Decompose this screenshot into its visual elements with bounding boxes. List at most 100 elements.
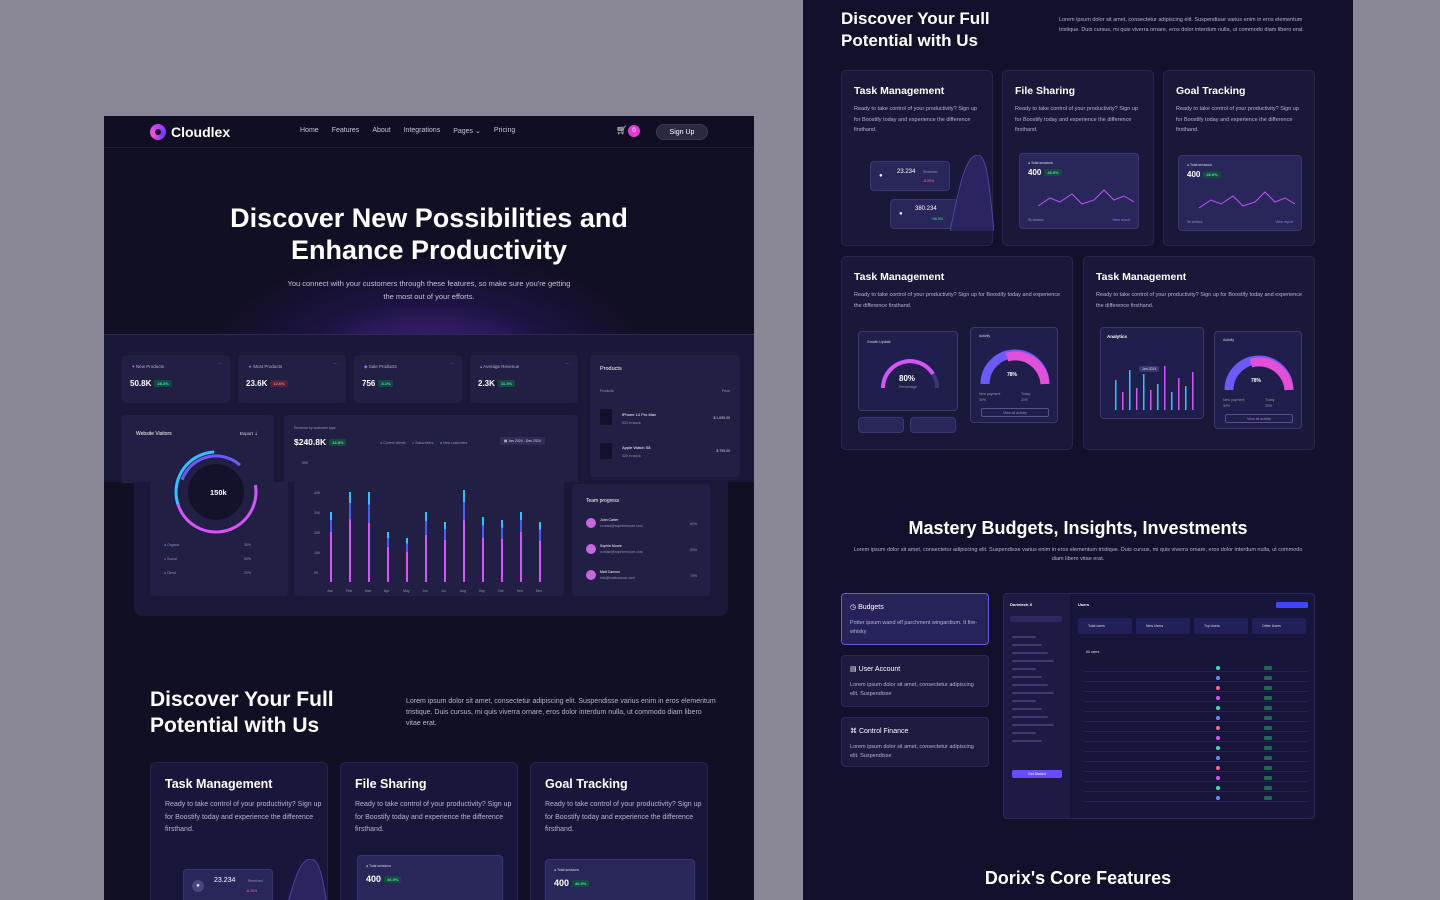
revenue-bar: [520, 512, 522, 582]
table-row[interactable]: [1084, 674, 1308, 682]
view-activity-button[interactable]: View all activity: [1225, 414, 1293, 423]
status-dot: [1216, 706, 1220, 710]
budget-item-account[interactable]: ▤ User Account Lorem ipsum dolor sit ame…: [841, 655, 989, 707]
status-badge: [1264, 686, 1272, 690]
stat-card: ★ Most Products ··· 23.6K 12.6%: [238, 355, 346, 403]
feature-card-goal: Goal Tracking Ready to take control of y…: [1163, 70, 1315, 246]
stat-label-text: Average Revenue: [483, 364, 520, 369]
more-icon[interactable]: ···: [333, 361, 339, 366]
table-row[interactable]: [1084, 714, 1308, 722]
table-row[interactable]: [1084, 774, 1308, 782]
sessions-value: 400 46.9%: [1028, 168, 1062, 177]
sidebar-item[interactable]: [1012, 644, 1042, 646]
table-row[interactable]: [1084, 794, 1308, 802]
view-report-link[interactable]: View report: [1112, 218, 1130, 222]
table-row[interactable]: [1084, 684, 1308, 692]
sidebar-item[interactable]: [1012, 660, 1054, 662]
status-badge: [1264, 736, 1272, 740]
export-button[interactable]: Export ⇣: [239, 431, 258, 436]
table-row[interactable]: [1084, 664, 1308, 672]
dot-icon: ●: [1187, 163, 1190, 167]
stat-value-text: 756: [362, 379, 376, 388]
legend-current: ● Current clients: [380, 441, 406, 445]
sidebar-item[interactable]: [1012, 692, 1054, 694]
clock-icon: ◷: [850, 604, 857, 611]
balance-value: 380.234: [915, 206, 937, 212]
nav-pricing[interactable]: Pricing: [493, 127, 516, 134]
status-badge: [1264, 746, 1272, 750]
sidebar-item[interactable]: [1012, 676, 1042, 678]
feature-text: Ready to take control of your productivi…: [1096, 292, 1303, 309]
table-row[interactable]: [1084, 734, 1308, 742]
app-screenshot: Dorixtech X Get Started Users Total user…: [1003, 593, 1315, 819]
cart-icon[interactable]: 🛒︎: [616, 125, 628, 135]
budget-item-title: ▤ User Account: [850, 665, 900, 673]
command-icon: ⌘: [850, 728, 857, 735]
more-icon[interactable]: ···: [565, 361, 571, 366]
stat-label: ◆ Sale Products: [364, 364, 397, 370]
sidebar-item[interactable]: [1012, 740, 1042, 742]
revenue-bar: [444, 522, 446, 540]
sessions-widget: ● Total sessions 400 46.9% 5k visitors Vi…: [1178, 155, 1302, 231]
sidebar-item[interactable]: [1012, 636, 1036, 638]
nav-home[interactable]: Home: [300, 127, 319, 134]
nav-integrations[interactable]: Integrations: [403, 127, 441, 134]
sidebar-item[interactable]: [1012, 684, 1048, 686]
calendar-icon: ▦: [504, 439, 508, 443]
sessions-change: 46.9%: [1203, 171, 1221, 179]
stat-label: ▴ Average Revenue: [480, 364, 519, 370]
view-activity-button[interactable]: View all activity: [981, 408, 1049, 417]
revenue-card: Revenue by customer type $240.8K 14.8% ● …: [284, 415, 578, 483]
cart-badge: 0: [628, 125, 640, 137]
table-row[interactable]: [1084, 704, 1308, 712]
budget-item-title: ◷ Budgets: [850, 603, 884, 611]
product-stock: 524 in stock: [622, 421, 641, 425]
nav-about[interactable]: About: [372, 127, 391, 134]
table-row[interactable]: [1084, 744, 1308, 752]
more-icon[interactable]: ···: [217, 361, 223, 366]
date-range-picker[interactable]: ▦ Jan 2024 - Dec 2024: [500, 437, 545, 445]
nav-features[interactable]: Features: [331, 127, 360, 134]
feature-title: Goal Tracking: [545, 777, 628, 791]
app-action-button[interactable]: [1276, 602, 1308, 608]
legend-text: New customers: [443, 441, 468, 445]
revenue-chart-lower: 40K 30K 20K 10K 0K Jan Feb Mar Apr May Jun Jul Aug Se…: [294, 482, 564, 596]
sessions-label: ● Total sessions: [1028, 161, 1053, 165]
budget-item-finance[interactable]: ⌘ Control Finance Lorem ipsum dolor sit …: [841, 717, 989, 767]
sidebar-item[interactable]: [1012, 716, 1048, 718]
view-report-link[interactable]: View report: [1275, 220, 1293, 224]
budget-item-text: Lorem ipsum dolor sit amet, consectetur …: [850, 744, 974, 759]
budget-item-budgets[interactable]: ◷ Budgets Potter ipsum wand elf parchmen…: [841, 593, 989, 645]
play-icon: ●: [899, 211, 903, 217]
app-search[interactable]: [1010, 616, 1062, 622]
sidebar-item[interactable]: [1012, 724, 1054, 726]
activity-title: Activity: [1223, 338, 1235, 342]
nav-pages[interactable]: Pages ⌄: [453, 127, 481, 135]
table-row[interactable]: [1084, 784, 1308, 792]
legend-new: ● New customers: [440, 441, 468, 445]
member-name: John Carter: [600, 518, 619, 522]
table-row[interactable]: [1084, 754, 1308, 762]
visitors-gauge: [174, 450, 258, 534]
sidebar-item[interactable]: [1012, 732, 1036, 734]
legend-text: Current clients: [383, 441, 406, 445]
app-sidebar: Dorixtech X Get Started: [1004, 594, 1070, 818]
table-row[interactable]: [1084, 724, 1308, 732]
sessions-value: 400 46.9%: [1187, 170, 1221, 179]
sessions-sparkline: [1199, 191, 1295, 209]
revenue-bar: [330, 512, 332, 582]
signup-button[interactable]: Sign Up: [656, 124, 708, 140]
sidebar-item[interactable]: [1012, 668, 1036, 670]
sidebar-item[interactable]: [1012, 700, 1036, 702]
revenue-value-text: $240.8K: [294, 437, 327, 447]
table-row[interactable]: [1084, 764, 1308, 772]
feature-card-growth: Task Management Ready to take control of…: [841, 256, 1073, 450]
get-started-button[interactable]: Get Started: [1012, 770, 1062, 778]
sidebar-item[interactable]: [1012, 652, 1048, 654]
received-value: 23.234: [897, 169, 916, 175]
revenue-bar: [425, 512, 427, 522]
table-row[interactable]: [1084, 694, 1308, 702]
more-icon[interactable]: ···: [449, 361, 455, 366]
brand-logo[interactable]: Cloudlex: [150, 124, 230, 140]
sidebar-item[interactable]: [1012, 708, 1042, 710]
